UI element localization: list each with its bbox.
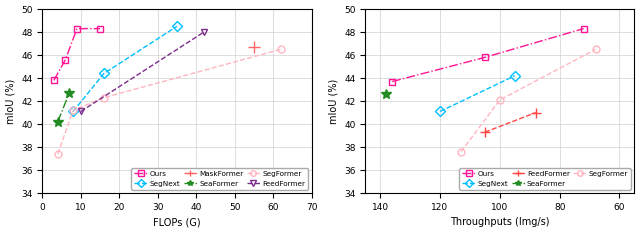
X-axis label: FLOPs (G): FLOPs (G) — [153, 217, 201, 227]
Legend: Ours, SegNext, FeedFormer, SeaFormer, SegFormer: Ours, SegNext, FeedFormer, SeaFormer, Se… — [460, 168, 631, 190]
X-axis label: Throughputs (Img/s): Throughputs (Img/s) — [450, 217, 550, 227]
Y-axis label: mIoU (%): mIoU (%) — [328, 79, 339, 124]
Y-axis label: mIoU (%): mIoU (%) — [6, 79, 15, 124]
Legend: Ours, SegNext, MaskFormer, SeaFormer, SegFormer, FeedFormer: Ours, SegNext, MaskFormer, SeaFormer, Se… — [131, 168, 308, 190]
